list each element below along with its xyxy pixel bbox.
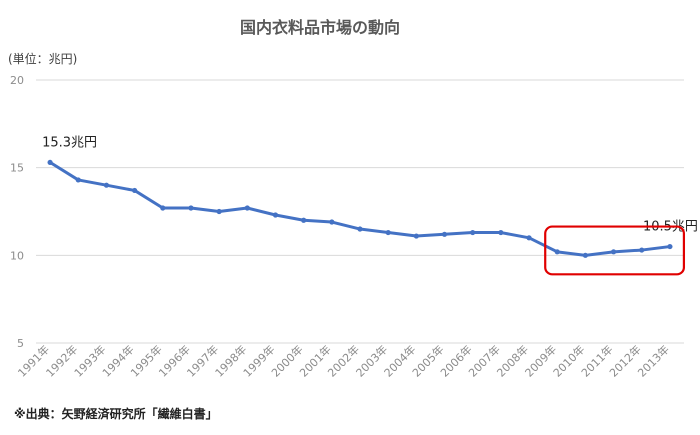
y-tick-label: 15 — [10, 162, 24, 175]
chart-title: 国内衣料品市場の動向 — [239, 18, 400, 37]
data-point — [470, 229, 476, 236]
data-point — [498, 229, 504, 236]
grid-lines — [36, 79, 684, 344]
series-line-path — [48, 160, 672, 257]
data-point — [385, 229, 391, 236]
highlight-rect — [544, 225, 686, 276]
data-point — [160, 205, 166, 211]
data-point — [188, 205, 194, 211]
data-point — [610, 249, 617, 255]
data-point — [639, 247, 645, 253]
data-point — [244, 205, 250, 211]
data-point — [216, 208, 222, 215]
unit-label: (単位：兆円) — [8, 52, 78, 66]
data-point — [75, 177, 81, 183]
y-tick-label: 20 — [10, 74, 24, 87]
data-point — [526, 235, 532, 241]
data-point — [413, 233, 419, 239]
data-point — [301, 217, 307, 223]
data-point — [272, 212, 279, 218]
series-line — [48, 160, 672, 257]
data-point — [329, 219, 335, 225]
data-point — [441, 231, 448, 237]
x-tick-label: 2013年 — [635, 342, 672, 379]
data-point — [103, 182, 110, 188]
y-tick-label: 10 — [10, 249, 24, 262]
data-points — [47, 159, 673, 258]
x-axis-ticks: 1991年1992年1993年1994年1995年1996年1997年1998年… — [15, 342, 672, 379]
data-point — [357, 226, 363, 232]
data-point — [554, 249, 560, 255]
data-point — [47, 159, 53, 166]
data-label: 15.3兆円 — [42, 135, 97, 150]
y-axis-ticks: 5 10 15 20 — [10, 74, 24, 350]
y-tick-label: 5 — [17, 337, 24, 350]
source-note: ※出典：矢野経済研究所「繊維白書」 — [14, 407, 218, 421]
data-point — [132, 187, 138, 194]
data-point — [667, 243, 673, 250]
data-point — [582, 252, 588, 258]
highlight-box — [544, 225, 686, 276]
